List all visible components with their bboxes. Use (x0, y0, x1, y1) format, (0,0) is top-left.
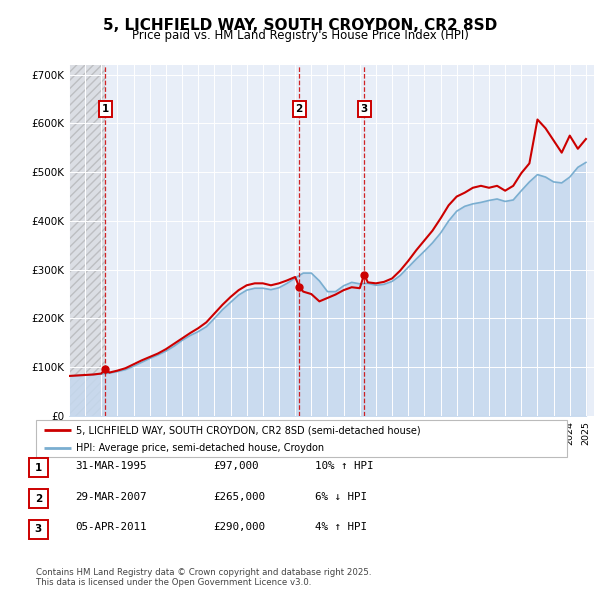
Text: Contains HM Land Registry data © Crown copyright and database right 2025.
This d: Contains HM Land Registry data © Crown c… (36, 568, 371, 587)
Text: £265,000: £265,000 (213, 492, 265, 502)
Bar (69, 65, 106, 416)
Text: 6% ↓ HPI: 6% ↓ HPI (315, 492, 367, 502)
Text: 3: 3 (361, 104, 368, 114)
FancyBboxPatch shape (29, 489, 47, 508)
Text: £97,000: £97,000 (213, 461, 259, 471)
Text: 31-MAR-1995: 31-MAR-1995 (75, 461, 146, 471)
Text: HPI: Average price, semi-detached house, Croydon: HPI: Average price, semi-detached house,… (76, 443, 324, 453)
Text: 10% ↑ HPI: 10% ↑ HPI (315, 461, 373, 471)
Text: 4% ↑ HPI: 4% ↑ HPI (315, 523, 367, 532)
Text: 1: 1 (102, 104, 109, 114)
Text: 5, LICHFIELD WAY, SOUTH CROYDON, CR2 8SD: 5, LICHFIELD WAY, SOUTH CROYDON, CR2 8SD (103, 18, 497, 32)
Text: £290,000: £290,000 (213, 523, 265, 532)
Text: Price paid vs. HM Land Registry's House Price Index (HPI): Price paid vs. HM Land Registry's House … (131, 30, 469, 42)
FancyBboxPatch shape (29, 520, 47, 539)
Text: 2: 2 (296, 104, 303, 114)
Text: 1: 1 (35, 463, 42, 473)
Text: 3: 3 (35, 525, 42, 534)
Text: 05-APR-2011: 05-APR-2011 (75, 523, 146, 532)
Text: 29-MAR-2007: 29-MAR-2007 (75, 492, 146, 502)
Text: 5, LICHFIELD WAY, SOUTH CROYDON, CR2 8SD (semi-detached house): 5, LICHFIELD WAY, SOUTH CROYDON, CR2 8SD… (76, 425, 421, 435)
FancyBboxPatch shape (36, 420, 567, 457)
FancyBboxPatch shape (29, 458, 47, 477)
Text: 2: 2 (35, 494, 42, 503)
